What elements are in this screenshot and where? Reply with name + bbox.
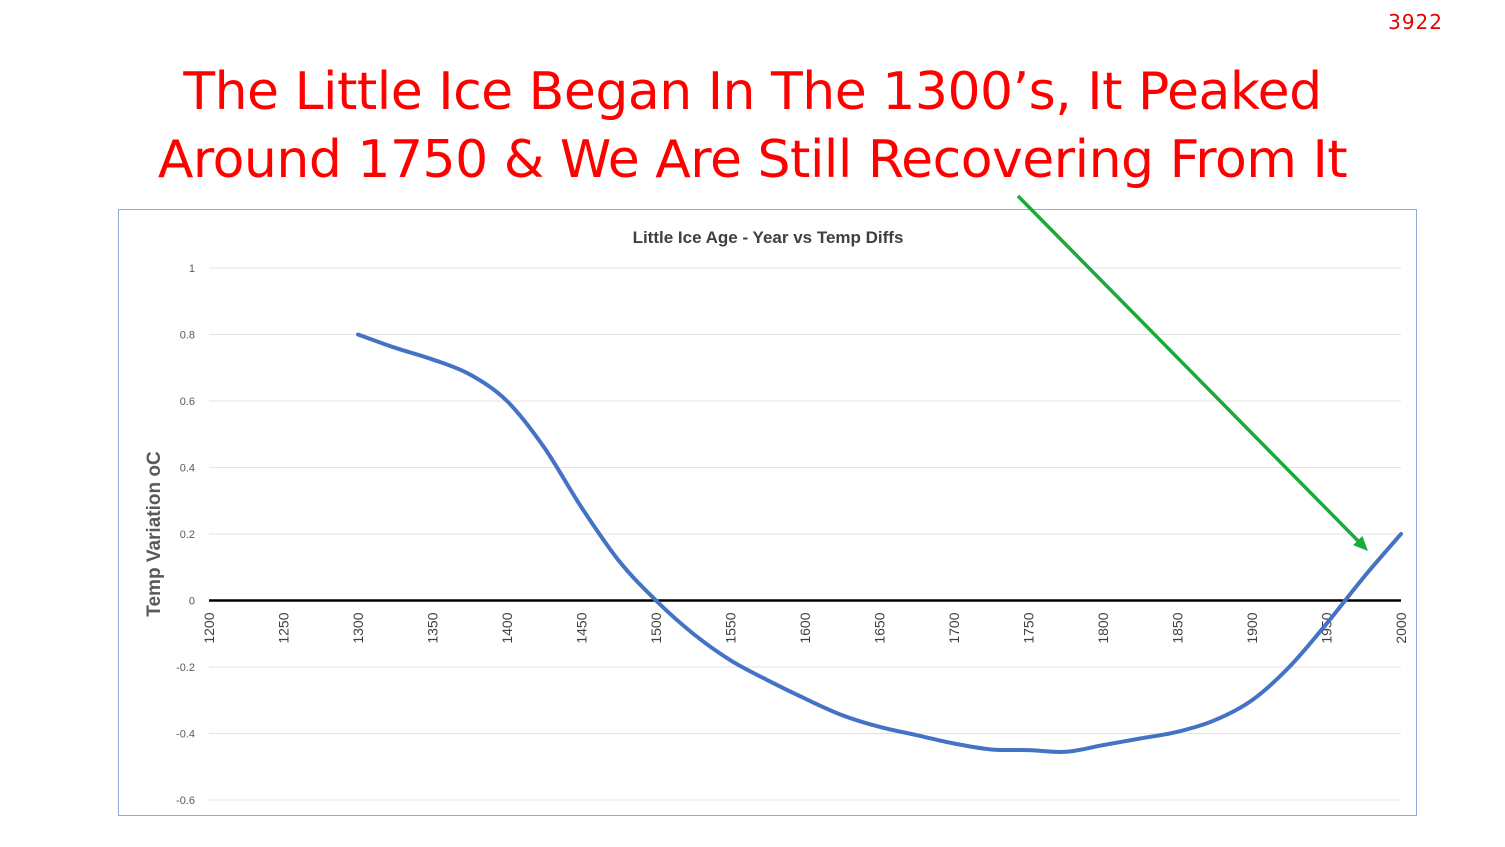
arrow-shaft [1016, 194, 1363, 546]
chart-frame [118, 209, 1417, 816]
x-tick-label: 1200 [201, 612, 217, 643]
x-tick-label: 1300 [350, 612, 366, 643]
y-tick-label: -0.2 [176, 662, 195, 674]
x-tick-label: 1800 [1095, 612, 1111, 643]
y-tick-label: 0 [189, 596, 195, 608]
y-tick-label: 0.8 [180, 330, 195, 342]
slide-number: 3922 [1388, 10, 1443, 34]
x-tick-label: 1900 [1244, 612, 1260, 643]
y-tick-label: 0.6 [180, 396, 195, 408]
y-tick-label: 0.4 [180, 463, 195, 475]
y-tick-label: -0.4 [176, 729, 195, 741]
slide-title: The Little Ice Began In The 1300’s, It P… [0, 58, 1505, 194]
x-tick-label: 1400 [499, 612, 515, 643]
x-tick-label: 2000 [1393, 612, 1409, 643]
annotation-arrow [1016, 194, 1368, 551]
y-tick-label: -0.6 [176, 795, 195, 807]
series-line [356, 332, 1403, 754]
x-tick-label: 1550 [723, 612, 739, 643]
x-tick-label: 1350 [425, 612, 441, 643]
x-tick-label: 1650 [872, 612, 888, 643]
y-tick-label: 0.2 [180, 529, 195, 541]
data-series [356, 332, 1403, 754]
chart-title: Little Ice Age - Year vs Temp Diffs [633, 228, 904, 247]
slide-title-line-2: Around 1750 & We Are Still Recovering Fr… [157, 130, 1348, 190]
x-tick-label: 1600 [797, 612, 813, 643]
y-axis-ticks: 1 0.8 0.6 0.4 0.2 0 -0.2 -0.4 -0.6 [176, 263, 195, 807]
x-tick-label: 1850 [1170, 612, 1186, 643]
x-tick-label: 1750 [1021, 612, 1037, 643]
x-axis-ticks: 1200 1250 1300 1350 1400 1450 1500 1550 1600 1650… [201, 612, 1409, 643]
slide-title-line-1: The Little Ice Began In The 1300’s, It P… [183, 62, 1322, 122]
gridlines [209, 267, 1401, 801]
x-tick-label: 1700 [946, 612, 962, 643]
y-axis-label: Temp Variation oC [144, 451, 165, 617]
arrow-head [1353, 536, 1368, 551]
y-tick-label: 1 [189, 263, 195, 275]
x-tick-label: 1450 [574, 612, 590, 643]
x-tick-label: 1250 [276, 612, 292, 643]
x-tick-label: 1500 [648, 612, 664, 643]
